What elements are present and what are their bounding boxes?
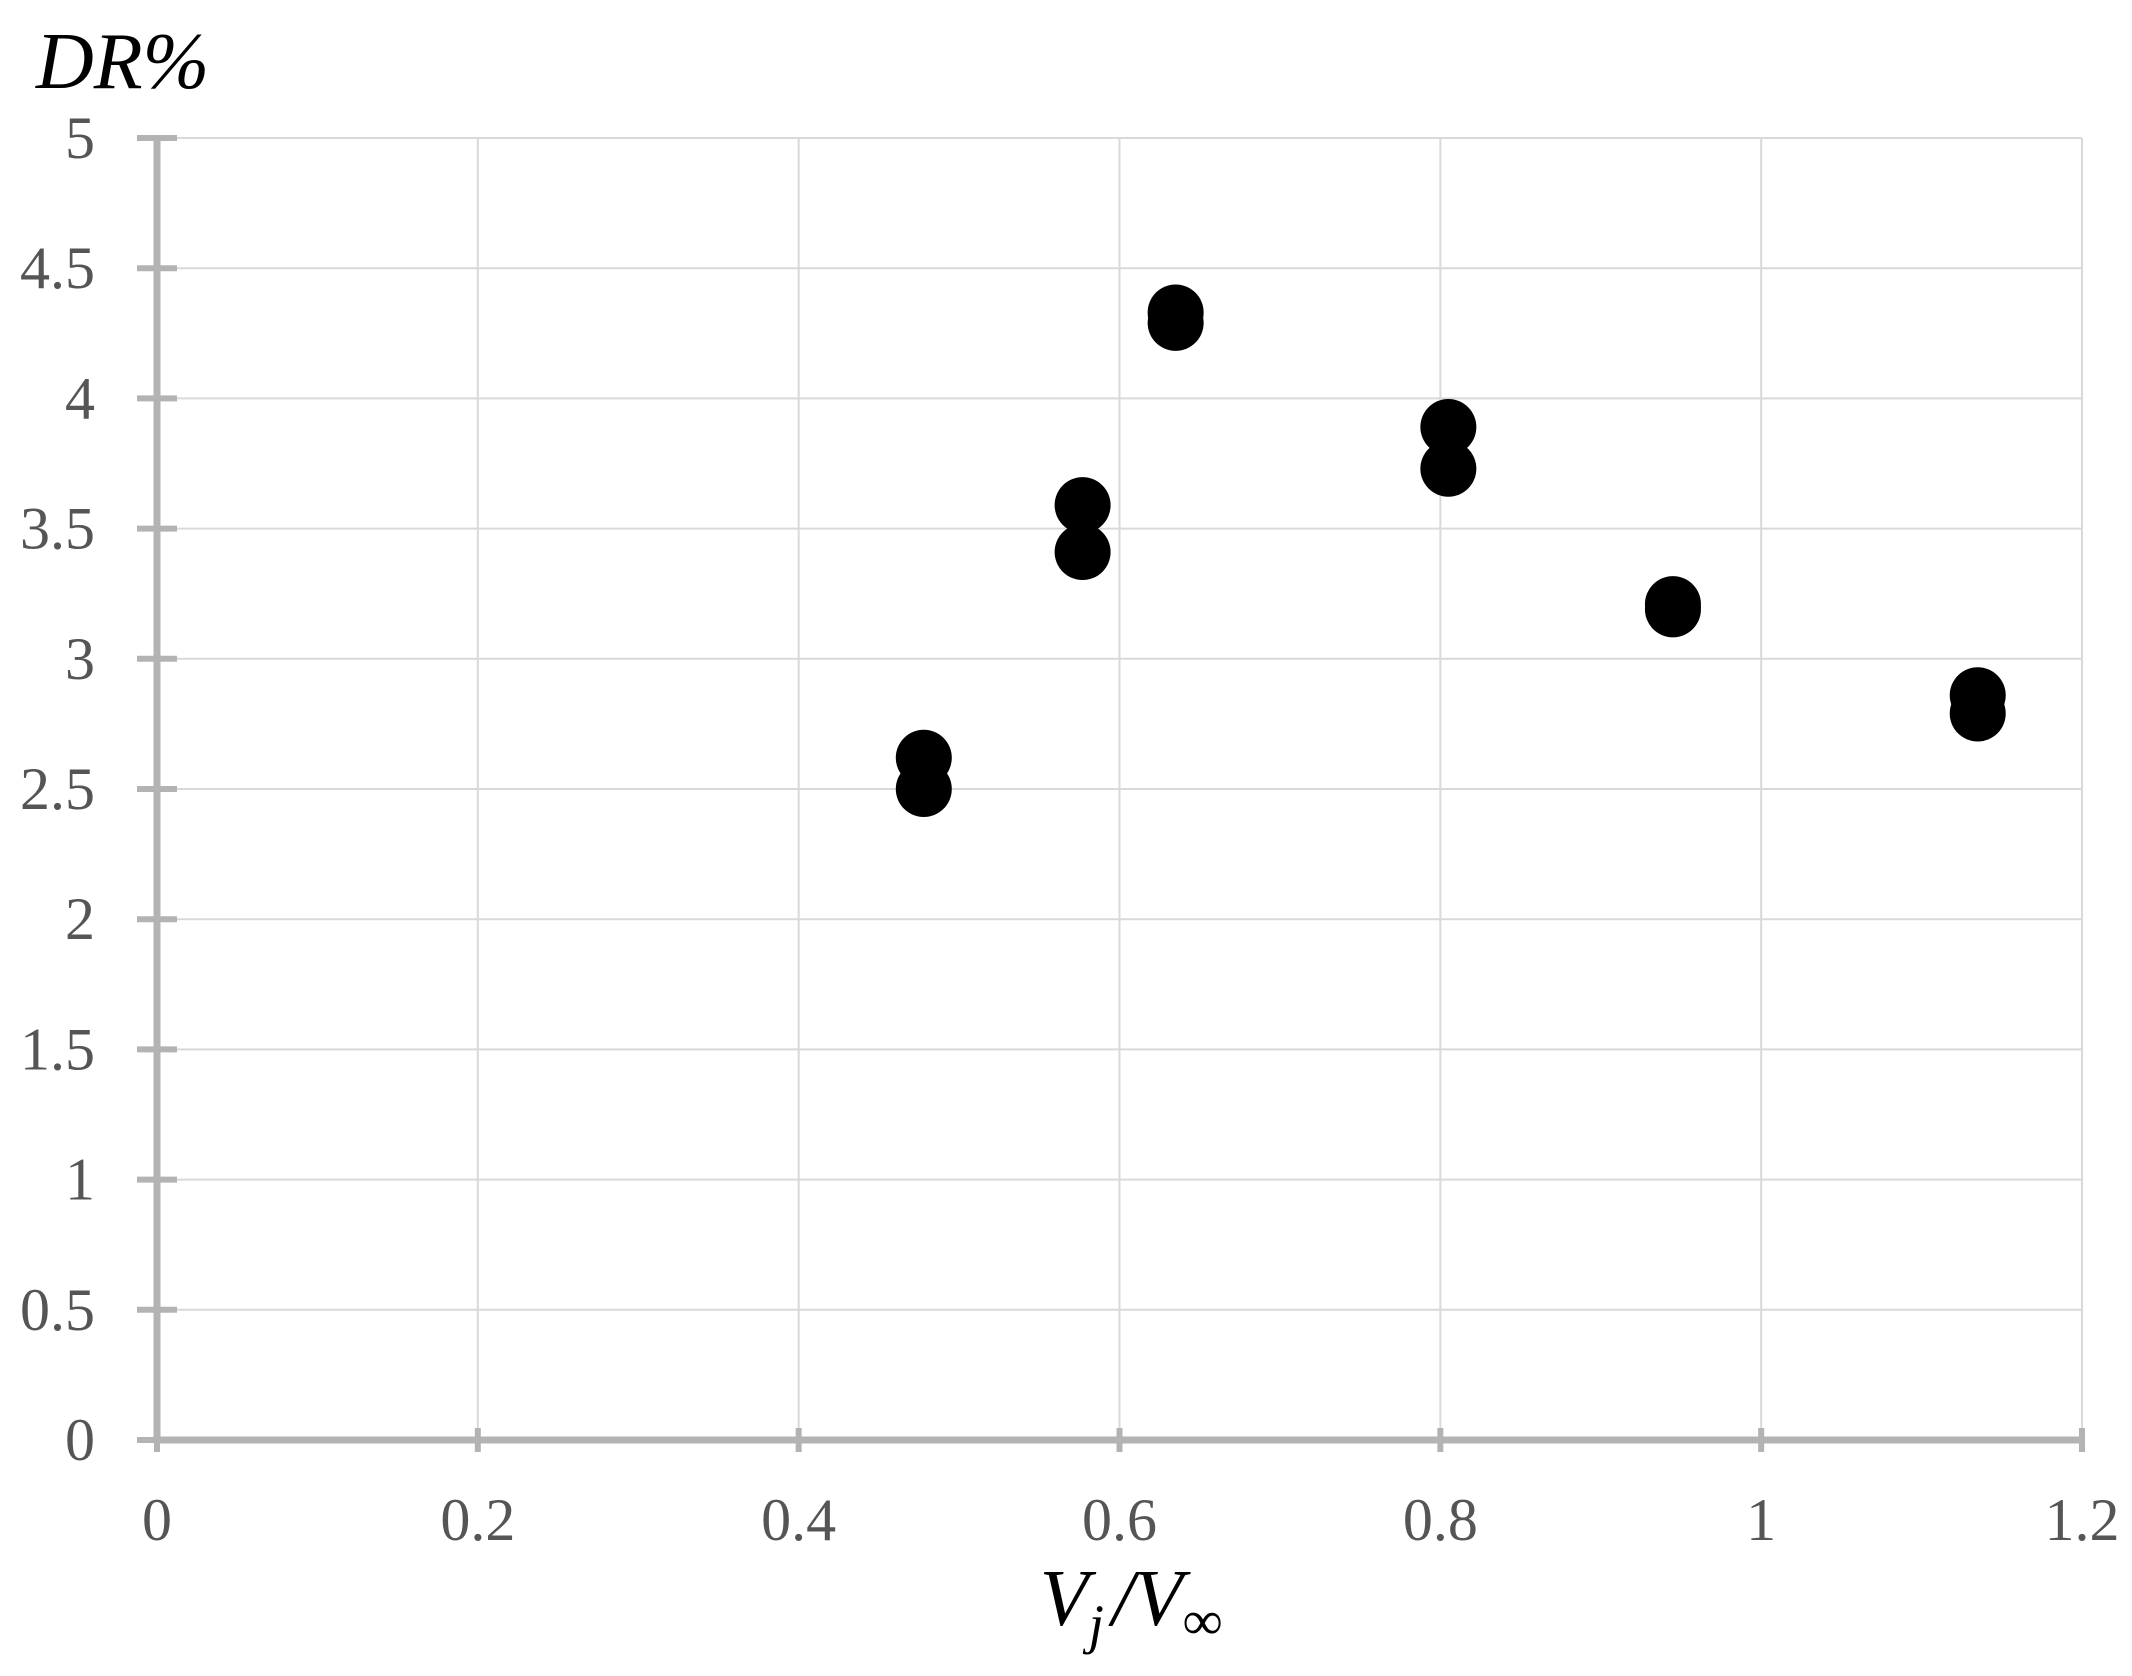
x-tick-label: 0.6 xyxy=(1082,1487,1157,1553)
data-point xyxy=(1147,294,1204,351)
y-tick-label: 0.5 xyxy=(20,1277,95,1343)
x-tick-label: 1 xyxy=(1746,1487,1776,1553)
data-point xyxy=(1949,685,2006,742)
y-tick-label: 1 xyxy=(65,1147,95,1213)
y-tick-label: 3 xyxy=(65,626,95,692)
y-tick-label: 2.5 xyxy=(20,756,95,822)
x-tick-label: 0 xyxy=(142,1487,172,1553)
y-tick-label: 3.5 xyxy=(20,496,95,562)
data-point xyxy=(1420,440,1477,497)
data-point xyxy=(1644,581,1701,638)
y-tick-label: 1.5 xyxy=(20,1016,95,1082)
y-tick-labels: 0 0.5 1 1.5 2 2.5 3 3.5 4 4.5 5 xyxy=(20,105,95,1473)
data-point xyxy=(1054,524,1111,581)
data-point xyxy=(1054,477,1111,534)
data-point xyxy=(1420,399,1477,456)
x-tick-label: 0.8 xyxy=(1403,1487,1478,1553)
x-axis-title-base: V xyxy=(1040,1555,1097,1643)
y-tick-label: 5 xyxy=(65,105,95,171)
x-axis-title-sub: j xyxy=(1083,1594,1104,1655)
axes xyxy=(137,135,2085,1452)
data-points xyxy=(895,284,2006,817)
x-tick-label: 0.4 xyxy=(761,1487,836,1553)
x-tick-labels: 0 0.2 0.4 0.6 0.8 1 1.2 xyxy=(142,1487,2120,1553)
x-axis-title-sub2: ∞ xyxy=(1183,1590,1222,1651)
y-tick-label: 0 xyxy=(65,1407,95,1473)
data-point xyxy=(895,761,952,817)
x-tick-label: 0.2 xyxy=(440,1487,515,1553)
x-tick-label: 1.2 xyxy=(2045,1487,2120,1553)
y-tick-label: 2 xyxy=(65,886,95,952)
x-axis-title: Vj/V∞ xyxy=(1040,1555,1222,1655)
y-axis-title: DR% xyxy=(35,18,209,106)
grid-lines xyxy=(157,137,2083,1440)
y-tick-label: 4 xyxy=(65,365,95,431)
x-axis-title-base2: V xyxy=(1134,1555,1191,1643)
y-tick-label: 4.5 xyxy=(20,235,95,301)
